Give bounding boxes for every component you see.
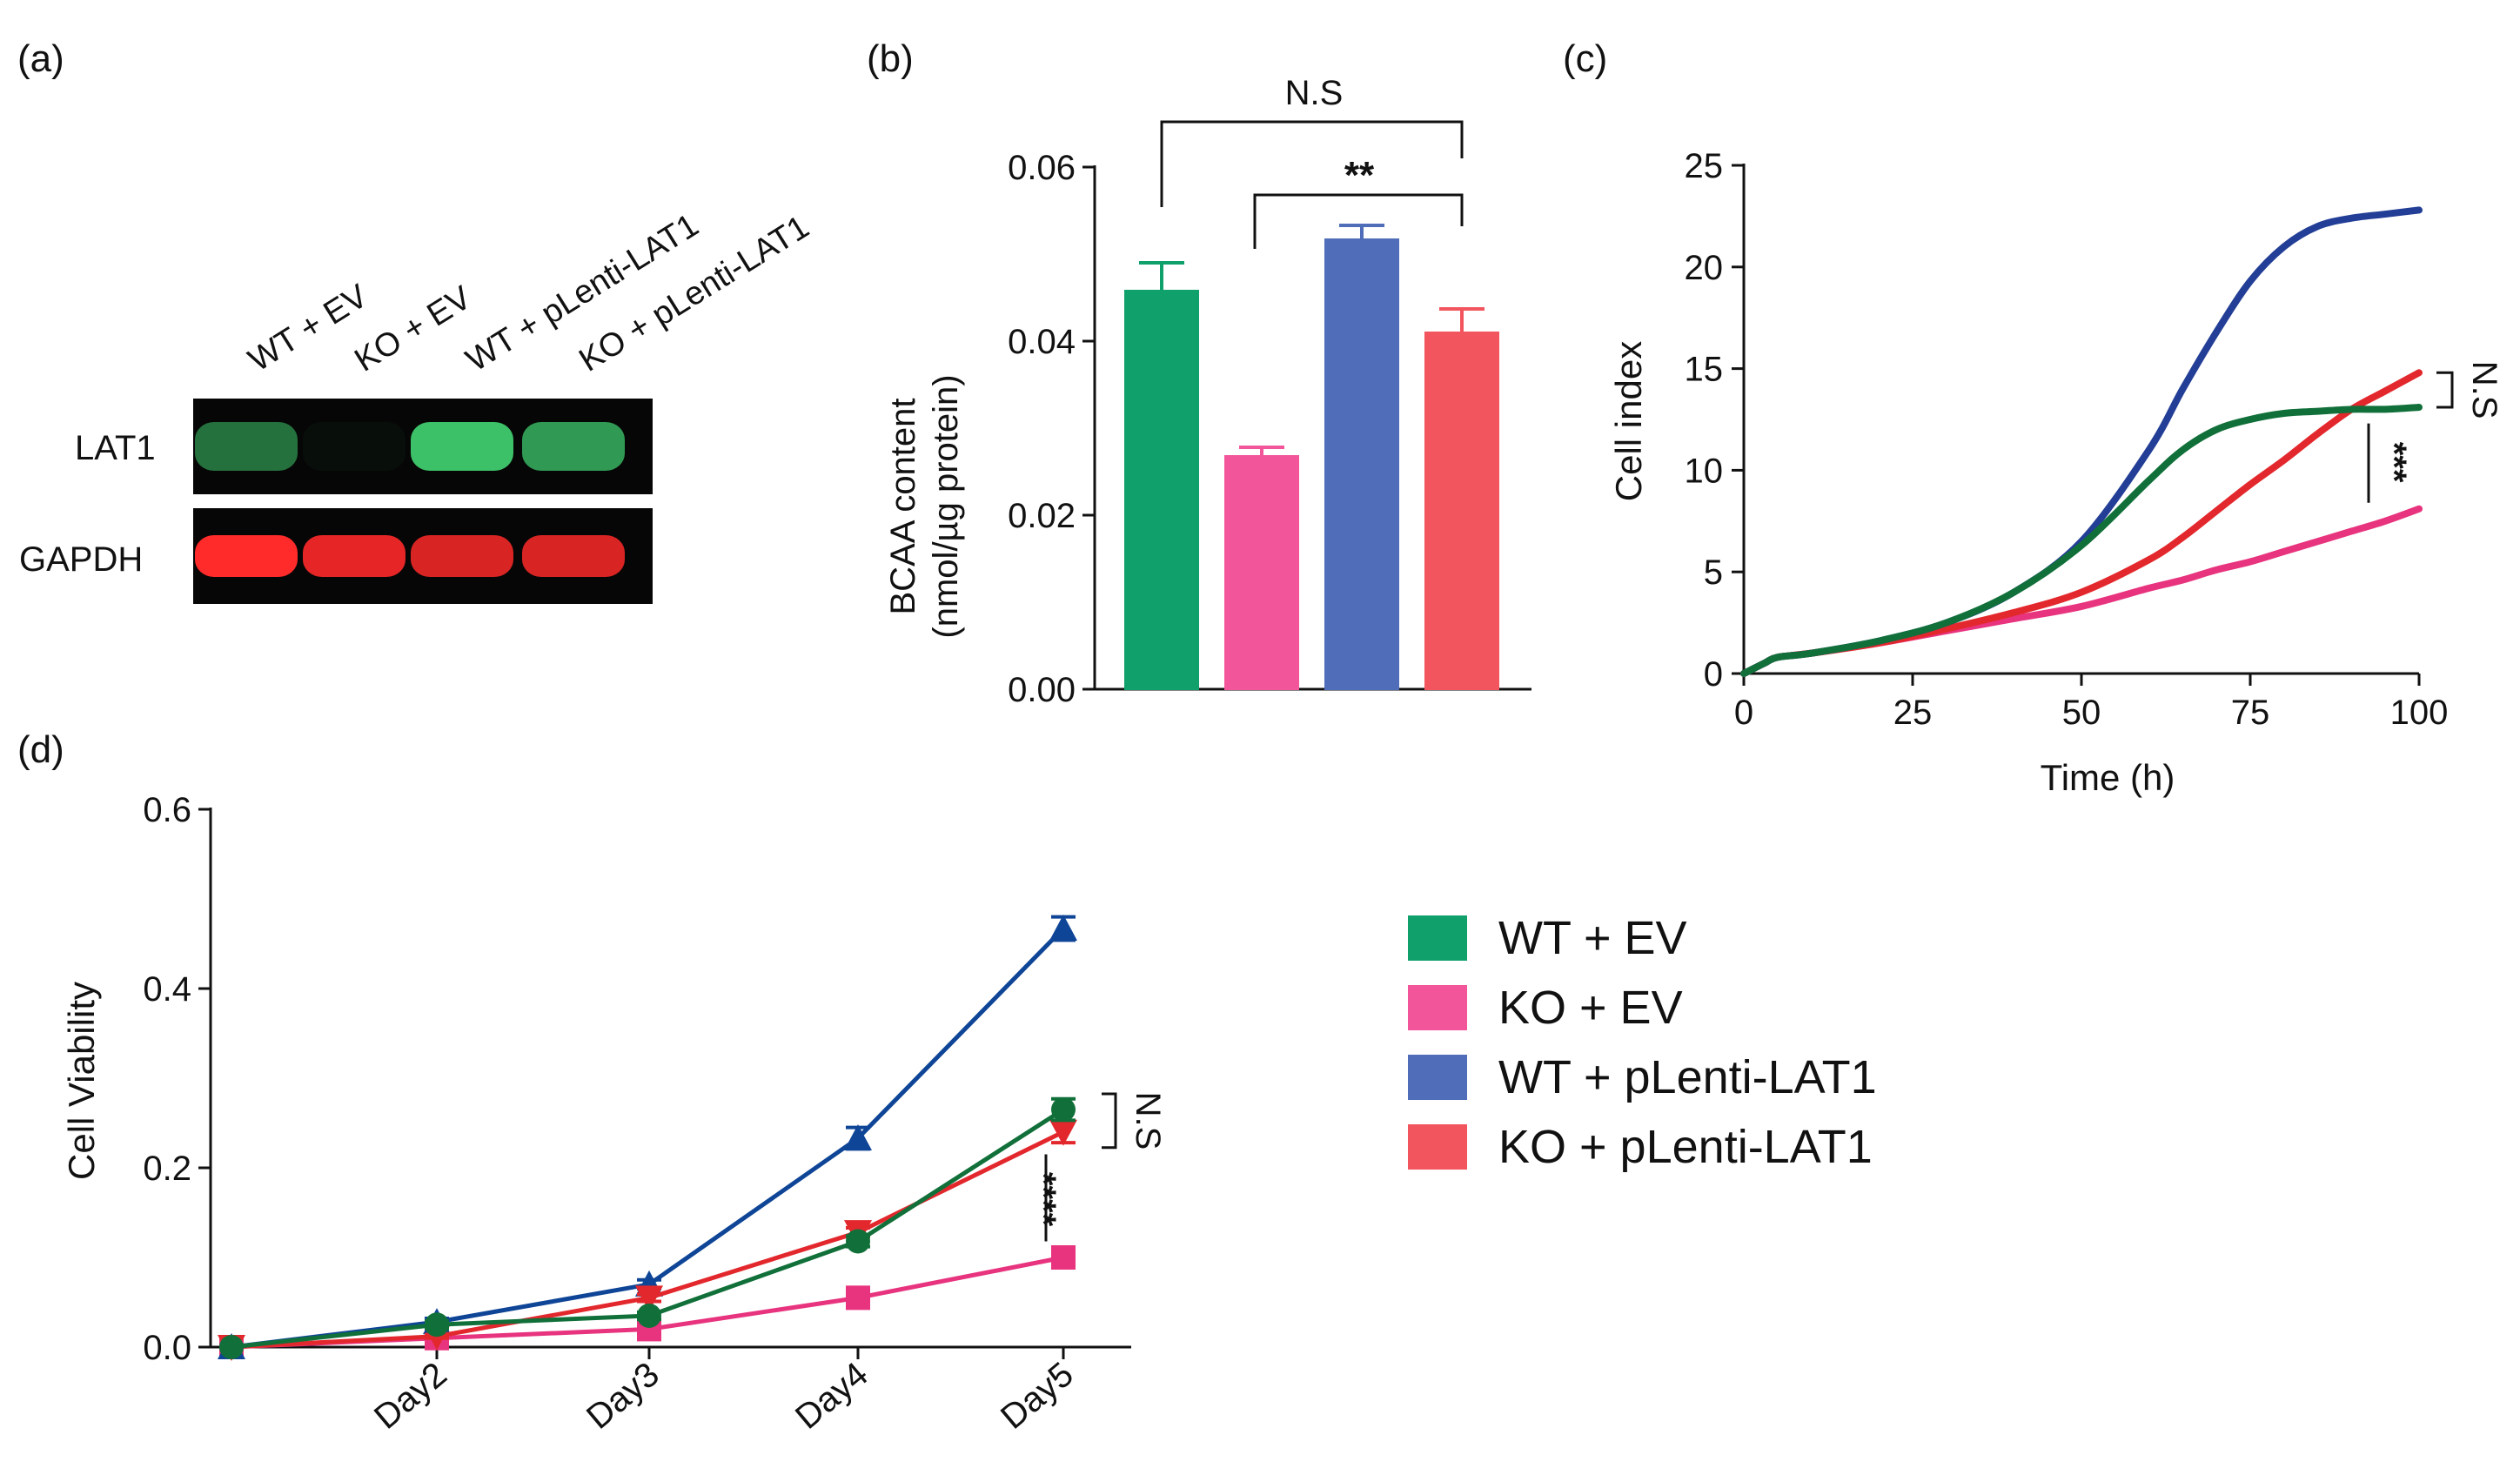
blot-band-lat1-4: [522, 422, 625, 471]
blot-band-gapdh-1: [195, 535, 298, 577]
c-xtick-label: 25: [1893, 694, 1933, 732]
d-xtick-label: Day2: [367, 1355, 454, 1437]
legend-swatch-2: [1408, 985, 1467, 1030]
d-marker-circle: [637, 1303, 661, 1328]
d-annot-sig: ****: [1024, 1172, 1062, 1227]
blot-band-lat1-2: [303, 422, 405, 471]
blot-band-gapdh-2: [303, 535, 405, 577]
b-ylabel-line2: (nmol/µg protein): [927, 374, 965, 638]
d-marker-triangle-up: [844, 1124, 872, 1151]
blot-band-lat1-1: [195, 422, 298, 471]
c-bracket-ns: [2436, 371, 2454, 409]
c-ytick-label: 20: [1685, 249, 1724, 287]
c-ytick-label: 5: [1704, 553, 1723, 592]
panel-label-c: (c): [1563, 37, 1607, 80]
b-bar-3: [1324, 238, 1399, 690]
d-ytick-label: 0.6: [143, 791, 191, 829]
legend-label-3: WT + pLenti-LAT1: [1498, 1051, 1877, 1103]
legend-swatch-1: [1408, 915, 1467, 961]
d-marker-square: [846, 1285, 870, 1311]
c-xlabel: Time (h): [2041, 757, 2175, 798]
d-ytick-label: 0.4: [143, 970, 191, 1009]
b-bar-1: [1124, 290, 1199, 690]
d-xtick-label: Day3: [580, 1355, 667, 1437]
d-marker-circle: [425, 1312, 449, 1338]
legend-swatch-3: [1408, 1055, 1467, 1100]
c-xtick-label: 100: [2390, 694, 2449, 732]
c-ytick-label: 25: [1685, 147, 1724, 185]
d-xtick-label: Day4: [788, 1355, 875, 1437]
panel-label-d: (d): [17, 728, 64, 771]
blot-lane-label-2: KO + EV: [349, 279, 479, 379]
legend-label-4: KO + pLenti-LAT1: [1498, 1121, 1873, 1173]
d-ylabel: Cell Viability: [61, 982, 102, 1180]
d-marker-circle: [219, 1335, 244, 1359]
b-bar-4: [1424, 332, 1499, 690]
c-xtick-label: 75: [2231, 694, 2270, 732]
cell-index-line-chart: Time (h) Cell index 0 5 10 15 20 25 0 25 50 75 100…: [1608, 147, 2503, 798]
b-bar-2: [1224, 455, 1299, 690]
d-marker-triangle-down: [1049, 1119, 1077, 1146]
d-marker-triangle-up: [1049, 914, 1077, 941]
c-annot-ns: N.S: [2465, 361, 2503, 419]
legend: WT + EV KO + EV WT + pLenti-LAT1 KO + pLent…: [1408, 912, 1877, 1173]
bcaa-bar-chart: BCAA content (nmol/µg protein) 0.00 0.02 0…: [884, 74, 1531, 709]
c-ytick-label: 15: [1685, 351, 1724, 389]
d-annot-ns: N.S: [1129, 1092, 1167, 1150]
b-ytick-label: 0.06: [1008, 149, 1076, 187]
d-ytick-label: 0.0: [143, 1329, 191, 1367]
c-ytick-label: 0: [1704, 655, 1723, 694]
blot-band-gapdh-3: [411, 535, 513, 577]
blot-row-label-gapdh: GAPDH: [19, 540, 143, 579]
blot-row-label-lat1: LAT1: [75, 429, 156, 467]
panel-label-b: (b): [867, 37, 914, 80]
legend-swatch-4: [1408, 1124, 1467, 1170]
b-ytick-label: 0.00: [1008, 671, 1076, 709]
panel-label-a: (a): [17, 37, 64, 80]
legend-label-1: WT + EV: [1498, 912, 1687, 964]
legend-label-2: KO + EV: [1498, 982, 1683, 1034]
c-xtick-label: 0: [1734, 694, 1753, 732]
d-xtick-label: Day5: [994, 1355, 1081, 1437]
c-annot-sig: ***: [2375, 442, 2413, 483]
d-marker-square: [1051, 1245, 1076, 1270]
d-bracket-ns: [1102, 1092, 1117, 1150]
b-ytick-label: 0.04: [1008, 323, 1076, 361]
blot-band-gapdh-4: [522, 535, 625, 577]
blot-band-lat1-3: [411, 422, 513, 471]
b-annot-ns: N.S: [1285, 74, 1344, 112]
c-line-4: [1740, 369, 2423, 677]
d-marker-circle: [1051, 1097, 1076, 1123]
c-ytick-label: 10: [1685, 452, 1724, 490]
d-marker-circle: [846, 1229, 870, 1254]
d-marker-triangle-down: [635, 1285, 663, 1312]
b-bracket-ns: [1160, 120, 1464, 207]
cell-viability-line-chart: Cell Viability 0.0 0.2 0.4 0.6 Day2 Day3 Day4 D…: [61, 791, 1167, 1437]
c-ylabel: Cell index: [1608, 341, 1649, 501]
western-blot: WT + EV KO + EV WT + pLenti-LAT1 KO + pL…: [19, 207, 815, 604]
blot-lane-label-1: WT + EV: [243, 278, 375, 379]
b-ytick-label: 0.02: [1008, 497, 1076, 535]
b-annot-sig: **: [1344, 154, 1375, 197]
c-xtick-label: 50: [2062, 694, 2101, 732]
b-ylabel-line1: BCAA content: [884, 398, 922, 614]
c-line-1: [1740, 403, 2423, 677]
b-bracket-sig: [1253, 193, 1464, 249]
d-ytick-label: 0.2: [143, 1150, 191, 1188]
